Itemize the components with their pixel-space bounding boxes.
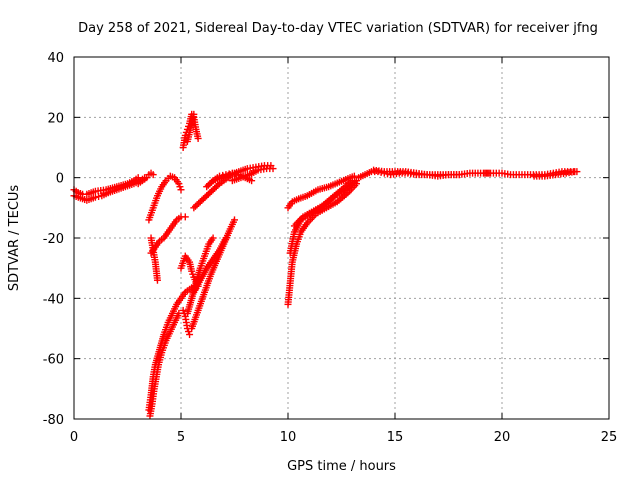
data-point (95, 193, 103, 201)
data-point (186, 331, 194, 339)
data-point (571, 168, 579, 176)
x-tick-label: 25 (601, 430, 618, 445)
data-point (91, 193, 99, 201)
x-tick-label: 15 (387, 430, 404, 445)
y-tick-label: -60 (43, 353, 64, 368)
data-point (194, 134, 202, 142)
axis-ticks: 0 5 10 15 20 25 -80 -60 -40 -20 0 20 40 (43, 51, 618, 445)
y-tick-label: 40 (47, 51, 64, 66)
chart-title: Day 258 of 2021, Sidereal Day-to-day VTE… (78, 21, 598, 36)
x-tick-label: 5 (177, 430, 185, 445)
data-point (214, 181, 222, 189)
data-point (177, 186, 185, 194)
data-point (181, 213, 189, 221)
y-axis-label: SDTVAR / TECUs (7, 185, 22, 292)
data-point (153, 276, 161, 284)
x-tick-label: 0 (70, 430, 78, 445)
x-axis-label: GPS time / hours (287, 459, 396, 474)
y-tick-label: -20 (43, 232, 64, 247)
data-point (455, 171, 463, 179)
y-tick-label: -40 (43, 292, 64, 307)
data-points (70, 110, 581, 420)
data-point (222, 234, 230, 242)
data-point (190, 110, 198, 118)
x-tick-label: 10 (280, 430, 297, 445)
data-point (231, 216, 238, 224)
data-point (350, 172, 358, 180)
plot-frame (73, 56, 610, 420)
y-tick-label: -80 (43, 413, 64, 428)
y-tick-label: 20 (47, 111, 64, 126)
y-tick-label: 0 (56, 172, 64, 187)
data-point (269, 165, 277, 173)
data-point (209, 234, 217, 242)
grid-lines (74, 57, 609, 419)
data-point (207, 178, 215, 186)
data-point (248, 177, 256, 185)
x-tick-label: 20 (494, 430, 511, 445)
data-point (149, 171, 157, 179)
